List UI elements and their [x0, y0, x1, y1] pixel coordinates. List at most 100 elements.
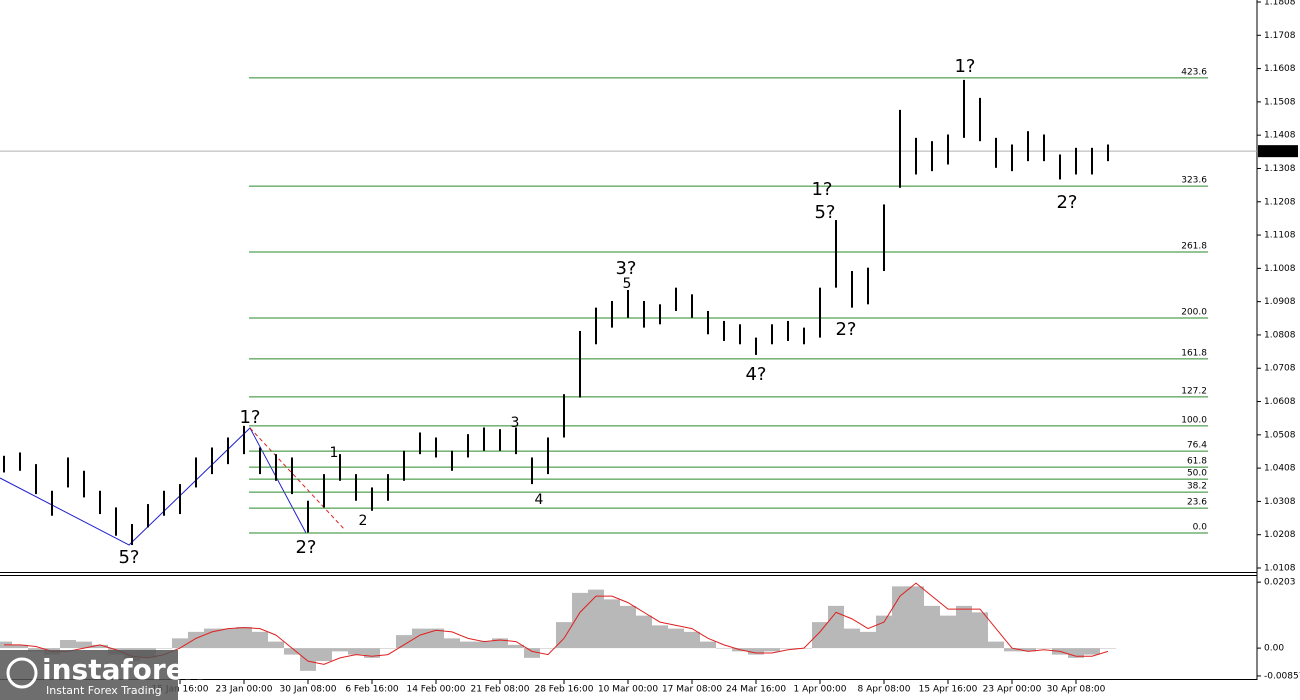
y-tick-label: 1.0108	[1264, 564, 1296, 574]
fib-label: 50.0	[1187, 469, 1207, 479]
fib-label: 423.6	[1181, 67, 1207, 77]
histogram-bar	[268, 641, 284, 649]
histogram-bar	[764, 648, 780, 652]
histogram-bar	[92, 644, 108, 649]
wave-label: 2?	[835, 319, 856, 340]
histogram-bar	[396, 635, 412, 649]
histogram-bar	[364, 648, 380, 658]
histogram-bar	[780, 648, 796, 649]
price-bar	[67, 457, 69, 488]
price-bar	[739, 324, 741, 345]
histogram-bar	[316, 648, 332, 662]
histogram-bar	[28, 648, 44, 652]
price-bar	[147, 504, 149, 528]
price-bar	[947, 134, 949, 165]
histogram-bar	[236, 626, 252, 649]
fib-label: 323.6	[1181, 176, 1207, 186]
current-price-box	[1258, 145, 1298, 158]
histogram-bar	[348, 648, 364, 655]
price-bar	[595, 307, 597, 345]
price-bar	[339, 454, 341, 481]
histogram-bar	[844, 628, 860, 649]
price-bar	[915, 137, 917, 175]
price-bar	[1027, 131, 1029, 162]
fib-label: 261.8	[1181, 242, 1207, 252]
price-bar	[211, 447, 213, 475]
histogram-bar	[12, 644, 28, 649]
y-tick-label: 1.1408	[1264, 131, 1296, 141]
price-bar	[19, 452, 21, 471]
wave-label: 1?	[954, 56, 975, 77]
price-bar	[403, 450, 405, 481]
price-bar	[3, 455, 5, 473]
histogram-bar	[524, 648, 540, 658]
price-bar	[195, 457, 197, 488]
price-bar	[179, 484, 181, 515]
x-tick-label: 23 Jan 00:00	[216, 685, 273, 695]
price-bar	[531, 457, 533, 485]
price-bar	[323, 474, 325, 508]
price-bar	[1043, 134, 1045, 162]
fib-label: 161.8	[1181, 348, 1207, 358]
price-bar	[659, 304, 661, 325]
price-bar	[275, 454, 277, 481]
histogram-bar	[604, 599, 620, 649]
histogram-bar	[76, 641, 92, 649]
wave-label: 3?	[615, 258, 636, 279]
price-bar	[291, 457, 293, 495]
fib-label: 61.8	[1187, 457, 1207, 467]
histogram-bar	[1100, 648, 1116, 649]
watermark-brand: instaforex	[42, 653, 203, 686]
price-bar	[1059, 154, 1061, 180]
histogram-bar	[60, 639, 76, 649]
fib-label: 100.0	[1181, 415, 1207, 425]
y-tick-label: 1.1008	[1264, 264, 1296, 274]
price-bar	[723, 320, 725, 341]
wave-lines	[0, 427, 346, 546]
x-tick-label: 14 Feb 00:00	[406, 685, 465, 695]
wave-label: 2?	[295, 537, 316, 558]
x-tick-label: 30 Apr 08:00	[1047, 685, 1106, 695]
histogram-bar	[508, 644, 524, 649]
y-tick-label: 1.0308	[1264, 497, 1296, 507]
x-tick-label: 8 Apr 08:00	[858, 685, 911, 695]
wave-line	[249, 427, 346, 531]
price-bar	[1107, 144, 1109, 162]
histogram-bar	[924, 605, 940, 649]
x-tick-label: 21 Feb 08:00	[470, 685, 529, 695]
histogram-bar	[1020, 648, 1036, 652]
histogram-bar	[828, 605, 844, 649]
y-tick-label: 1.1808	[1264, 0, 1296, 7]
y-tick-label: 1.1708	[1264, 31, 1296, 41]
histogram-bar	[1036, 648, 1052, 649]
histogram-bar	[940, 615, 956, 649]
histogram-bar	[332, 648, 348, 652]
y-tick-label: 1.1108	[1264, 231, 1296, 241]
price-bar	[307, 500, 309, 533]
y-tick-label: 1.0208	[1264, 530, 1296, 540]
current-price-label: 1.1360	[1264, 147, 1296, 157]
histogram-bar	[812, 622, 828, 649]
price-bar	[387, 474, 389, 501]
wave-label: 5?	[814, 202, 835, 223]
price-bar	[611, 300, 613, 328]
price-bar	[627, 289, 629, 318]
price-bar	[867, 267, 869, 305]
histogram-bar	[1068, 648, 1084, 658]
price-bar	[691, 294, 693, 318]
histogram-bar	[252, 631, 268, 649]
watermark-tagline: Instant Forex Trading	[46, 684, 162, 697]
histogram-bar	[620, 605, 636, 649]
y-tick-label: 0.0203	[1264, 578, 1296, 588]
fib-label: 76.4	[1187, 441, 1207, 451]
x-tick-label: 10 Mar 00:00	[598, 685, 658, 695]
histogram-bar	[956, 605, 972, 649]
histogram-bar	[380, 648, 396, 649]
x-tick-label: 15 Apr 16:00	[919, 685, 978, 695]
wave-label: 5	[623, 276, 632, 292]
y-tick-label: 1.1508	[1264, 97, 1296, 107]
fib-label: 200.0	[1181, 307, 1207, 317]
x-tick-label: 6 Feb 16:00	[345, 685, 399, 695]
y-tick-label: 1.0908	[1264, 297, 1296, 307]
